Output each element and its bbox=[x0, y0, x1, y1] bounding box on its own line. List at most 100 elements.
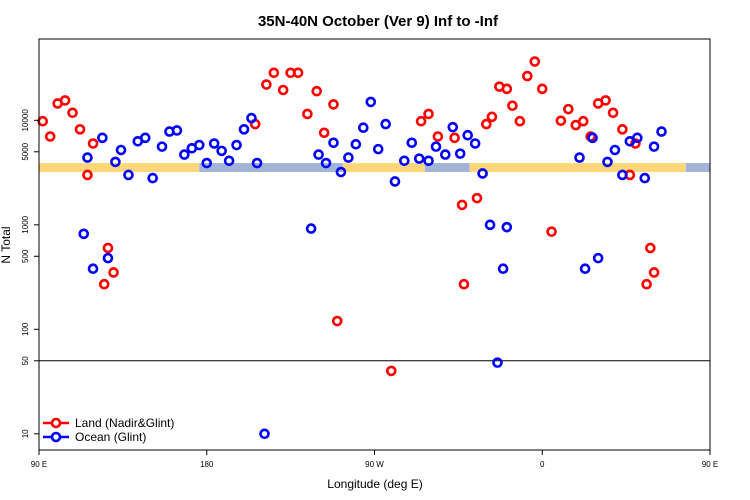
data-point bbox=[82, 152, 93, 163]
data-point bbox=[423, 155, 434, 167]
data-point bbox=[251, 157, 263, 169]
data-point bbox=[139, 132, 151, 144]
data-point bbox=[102, 252, 114, 264]
data-point bbox=[171, 125, 183, 136]
data-point bbox=[350, 138, 362, 150]
data-point bbox=[335, 166, 347, 178]
data-point bbox=[648, 141, 660, 152]
x-tick-label: 0 bbox=[540, 460, 545, 469]
data-point bbox=[305, 223, 317, 234]
data-point bbox=[632, 132, 643, 144]
data-point bbox=[514, 115, 526, 127]
data-point bbox=[423, 108, 434, 120]
axes: 90 E 180 90 W 0 90 E 10 50 100 500 1000 5000 10000 bbox=[21, 38, 718, 469]
data-point bbox=[156, 141, 168, 152]
data-point bbox=[193, 139, 205, 151]
data-point bbox=[536, 83, 548, 95]
data-point bbox=[115, 144, 127, 156]
band-segment-ocean bbox=[685, 163, 710, 173]
data-point bbox=[602, 156, 613, 168]
y-tick-label: 5000 bbox=[21, 142, 30, 160]
data-point bbox=[600, 95, 611, 106]
data-point bbox=[507, 100, 518, 111]
data-point bbox=[462, 129, 473, 141]
data-point bbox=[454, 148, 466, 159]
series-ocean bbox=[78, 96, 667, 440]
data-point bbox=[231, 139, 242, 151]
data-point bbox=[630, 138, 641, 149]
y-tick-label: 100 bbox=[21, 322, 30, 336]
x-axis-label: Longitude (deg E) bbox=[327, 477, 422, 491]
data-point bbox=[458, 278, 470, 290]
data-point bbox=[440, 149, 451, 160]
data-point bbox=[617, 124, 628, 135]
data-point bbox=[216, 145, 227, 157]
data-point bbox=[587, 132, 598, 144]
legend: Land (Nadir&Glint)Ocean (Glint) bbox=[43, 416, 174, 444]
data-point bbox=[108, 267, 119, 278]
data-point bbox=[432, 131, 444, 142]
data-point bbox=[449, 132, 460, 144]
data-point bbox=[318, 127, 330, 139]
data-point bbox=[179, 149, 190, 160]
data-point bbox=[110, 156, 121, 168]
data-point bbox=[87, 263, 99, 275]
data-point bbox=[607, 107, 619, 119]
data-point bbox=[563, 103, 574, 115]
data-point bbox=[87, 138, 99, 149]
data-point bbox=[577, 115, 589, 127]
data-point bbox=[268, 67, 280, 79]
band-segment-ocean bbox=[424, 163, 470, 173]
data-point bbox=[415, 115, 427, 127]
data-point bbox=[639, 172, 651, 184]
legend-label: Land (Nadir&Glint) bbox=[75, 416, 174, 430]
data-point bbox=[522, 70, 533, 82]
data-point bbox=[481, 118, 492, 130]
x-tick-label: 90 E bbox=[31, 460, 47, 469]
data-point bbox=[389, 176, 401, 187]
y-tick-label: 500 bbox=[21, 249, 30, 263]
data-point bbox=[259, 428, 270, 440]
series-land bbox=[37, 56, 660, 377]
data-point bbox=[358, 122, 369, 133]
data-point bbox=[471, 192, 483, 204]
data-point bbox=[343, 152, 354, 163]
data-point bbox=[592, 252, 604, 264]
data-point bbox=[238, 124, 250, 135]
data-point bbox=[469, 138, 481, 149]
data-point bbox=[292, 67, 304, 79]
data-point bbox=[74, 124, 86, 135]
data-point bbox=[82, 169, 93, 181]
data-points bbox=[37, 56, 667, 440]
data-point bbox=[529, 56, 541, 67]
y-tick-label: 1000 bbox=[21, 215, 30, 233]
data-point bbox=[456, 199, 468, 211]
x-tick-label: 90 E bbox=[702, 460, 718, 469]
data-point bbox=[430, 141, 442, 152]
data-point bbox=[477, 168, 488, 179]
legend-label: Ocean (Glint) bbox=[75, 430, 146, 444]
data-point bbox=[641, 278, 652, 290]
data-point bbox=[484, 219, 496, 231]
y-axis-label: N Total bbox=[0, 226, 13, 263]
data-point bbox=[501, 221, 513, 233]
legend-item: Land (Nadir&Glint) bbox=[43, 416, 174, 430]
data-point bbox=[123, 169, 134, 181]
band-segment-land bbox=[469, 163, 576, 173]
data-point bbox=[574, 152, 585, 163]
data-point bbox=[555, 115, 567, 127]
data-point bbox=[656, 126, 667, 137]
data-point bbox=[67, 107, 78, 119]
data-point bbox=[648, 267, 660, 278]
data-point bbox=[246, 112, 257, 124]
band-segment-land bbox=[342, 163, 425, 173]
data-point bbox=[365, 96, 377, 108]
x-tick-label: 90 W bbox=[365, 460, 384, 469]
data-point bbox=[78, 228, 90, 240]
data-point bbox=[261, 79, 272, 90]
chart-title: 35N-40N October (Ver 9) Inf to -Inf bbox=[258, 13, 499, 30]
y-tick-label: 50 bbox=[21, 356, 30, 365]
data-point bbox=[44, 131, 56, 142]
data-point bbox=[59, 95, 71, 106]
